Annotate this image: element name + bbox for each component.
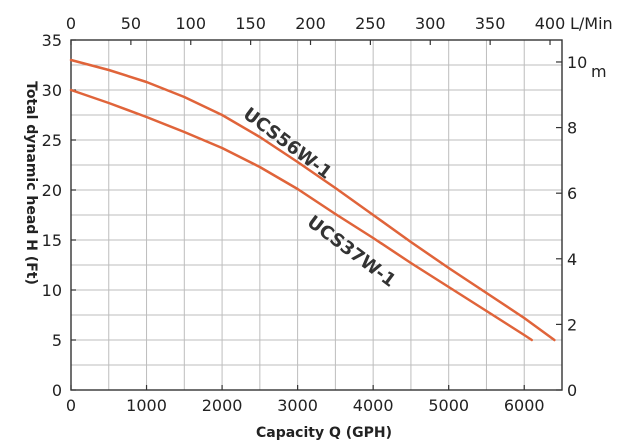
x-axis-tick-label: 4000: [353, 396, 394, 415]
top-axis-tick-label: 400: [535, 14, 566, 33]
top-axis-unit-label: L/Min: [570, 14, 613, 33]
y-axis-tick-label: 30: [42, 81, 62, 100]
x-axis-tick-label: 5000: [428, 396, 469, 415]
y-axis-tick-label: 35: [42, 31, 62, 50]
right-axis-tick-label: 0: [567, 381, 577, 400]
right-axis-tick-label: 4: [567, 250, 577, 269]
y-axis-tick-label: 10: [42, 281, 62, 300]
series-line-ucs37w-1: [69, 88, 534, 342]
y-axis-tick-label: 0: [52, 381, 62, 400]
top-axis-tick-label: 150: [235, 14, 266, 33]
plot-frame: [70, 39, 563, 391]
top-axis-tick-label: 0: [66, 14, 76, 33]
x-axis-tick-label: 0: [66, 396, 76, 415]
right-axis-unit-label: m: [591, 62, 607, 81]
right-axis-tick-label: 2: [567, 315, 577, 334]
series-line-ucs56w-1: [69, 58, 556, 342]
right-axis-tick-label: 10: [567, 53, 587, 72]
top-axis-tick-label: 350: [475, 14, 506, 33]
tick-layer: [70, 39, 562, 391]
top-axis-tick-label: 100: [175, 14, 206, 33]
top-axis-tick-label: 250: [355, 14, 386, 33]
top-axis-tick-label: 200: [295, 14, 326, 33]
top-axis-tick-label: 50: [121, 14, 141, 33]
grid-layer: [71, 40, 562, 390]
series-layer: [69, 58, 556, 342]
x-axis-tick-label: 3000: [277, 396, 318, 415]
y-axis-tick-label: 5: [52, 331, 62, 350]
y-axis-tick-label: 20: [42, 181, 62, 200]
y-axis-tick-label: 15: [42, 231, 62, 250]
x-axis-tick-label: 6000: [504, 396, 545, 415]
right-axis-tick-label: 8: [567, 119, 577, 138]
top-axis-tick-label: 300: [415, 14, 446, 33]
x-axis-tick-label: 1000: [126, 396, 167, 415]
x-axis-title: Capacity Q (GPH): [256, 425, 392, 441]
x-axis-tick-label: 2000: [202, 396, 243, 415]
right-axis-tick-label: 6: [567, 184, 577, 203]
y-axis-title: Total dynamic head H (Ft): [23, 81, 39, 285]
series-label-ucs56w-1: UCS56W-1: [239, 104, 336, 184]
y-axis-tick-label: 25: [42, 131, 62, 150]
